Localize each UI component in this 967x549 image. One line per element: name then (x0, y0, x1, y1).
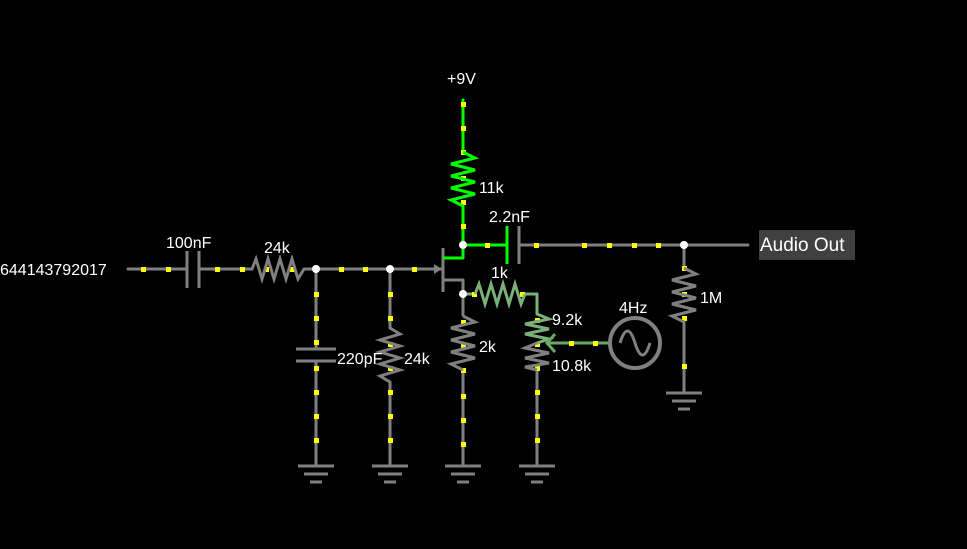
resistor-series[interactable] (250, 253, 306, 285)
capacitor-input[interactable] (185, 251, 201, 288)
potentiometer[interactable] (519, 312, 562, 372)
label-lfo-freq: 4Hz (619, 300, 647, 317)
label-pot-lower: 10.8k (552, 358, 592, 375)
label-r-series: 24k (264, 240, 291, 257)
resistor-source-link[interactable] (473, 278, 527, 310)
label-r-bias: 24k (404, 351, 431, 368)
junction-nodes (312, 241, 688, 298)
wires (126, 98, 750, 467)
current-dots (141, 102, 687, 447)
ground-icon (372, 464, 408, 484)
supply-label: +9V (447, 71, 476, 88)
label-c-in: 100nF (166, 235, 212, 252)
label-r-load: 1M (700, 290, 722, 307)
label-pot-upper: 9.2k (552, 312, 583, 329)
capacitor-output[interactable] (505, 226, 521, 264)
ground-icon (445, 464, 481, 484)
resistor-load[interactable] (667, 266, 701, 324)
resistor-bias[interactable] (374, 326, 406, 384)
input-label: 644143792017 (0, 262, 107, 279)
label-c-out: 2.2nF (489, 209, 530, 226)
label-r-source: 2k (479, 339, 497, 356)
ground-icon (519, 464, 555, 484)
label-c-shunt: 220pF (337, 351, 383, 368)
output-terminal[interactable]: Audio Out (759, 230, 855, 260)
output-label: Audio Out (760, 235, 845, 256)
jfet-transistor[interactable] (434, 248, 463, 292)
resistor-drain[interactable] (446, 150, 480, 208)
label-r-drain: 11k (479, 180, 505, 197)
ground-symbols (298, 391, 702, 484)
resistor-source[interactable] (446, 314, 480, 372)
label-r-source-link: 1k (491, 265, 509, 282)
capacitor-shunt[interactable] (296, 347, 336, 363)
ground-icon (666, 391, 702, 411)
lfo-source[interactable] (608, 316, 662, 370)
ground-icon (298, 464, 334, 484)
